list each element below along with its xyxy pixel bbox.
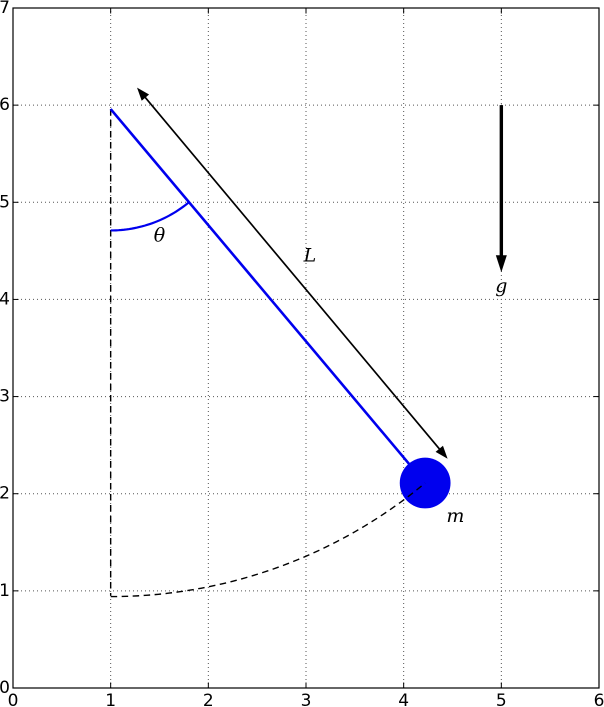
x-tick-label: 4 <box>398 691 409 707</box>
grid-layer <box>13 8 599 688</box>
x-tick-label: 1 <box>105 691 116 707</box>
pendulum-bob <box>399 457 451 509</box>
y-tick-label: 0 <box>0 678 10 698</box>
gravity-arrowhead <box>495 255 507 273</box>
x-tick-label: 2 <box>203 691 214 707</box>
y-tick-label: 7 <box>0 0 10 18</box>
y-tick-label: 6 <box>0 95 10 115</box>
x-tick-label: 3 <box>301 691 312 707</box>
x-tick-label: 5 <box>496 691 507 707</box>
y-tick-label: 1 <box>0 581 10 601</box>
axes-layer <box>12 7 600 689</box>
length-arrowhead-top <box>137 87 150 101</box>
theta-angle-arc <box>110 201 190 232</box>
mass-label: m <box>446 505 464 527</box>
y-tick-label: 3 <box>0 387 10 407</box>
swing-arc-dashed <box>110 482 426 598</box>
length-label: L <box>303 245 317 267</box>
y-tick-label: 2 <box>0 484 10 504</box>
length-arrow-shaft <box>143 95 442 451</box>
gravity-label: g <box>495 275 507 297</box>
x-tick-label: 6 <box>594 691 604 707</box>
y-tick-label: 5 <box>0 192 10 212</box>
y-tick-label: 4 <box>0 289 10 309</box>
length-arrowhead-bottom <box>435 445 448 459</box>
theta-label: θ <box>154 224 166 246</box>
x-tick-label: 0 <box>8 691 19 707</box>
pendulum-rod <box>109 108 427 484</box>
